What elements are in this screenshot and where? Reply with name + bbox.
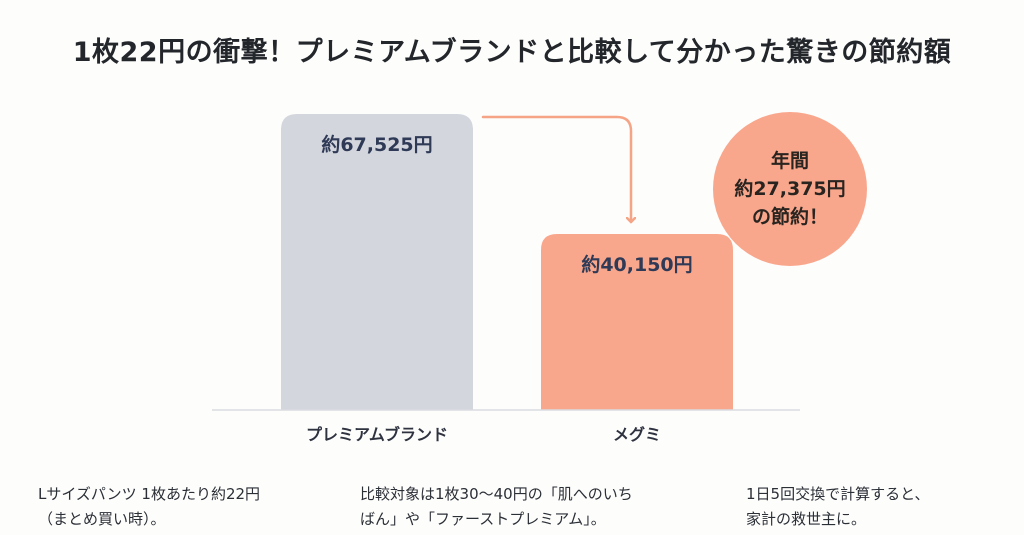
note-comparison-target: 比較対象は1枚30〜40円の「肌へのいち ばん」や「ファーストプレミアム」。 bbox=[360, 482, 720, 532]
note-line: （まとめ買い時）。 bbox=[38, 510, 166, 528]
category-label: メグミ bbox=[613, 425, 661, 444]
savings-badge-line-3: の節約！ bbox=[751, 206, 828, 228]
category-label: プレミアムブランド bbox=[306, 425, 448, 444]
page-title: 1枚22円の衝撃！プレミアムブランドと比較して分かった驚きの節約額 bbox=[72, 37, 952, 68]
note-line: 1日5回交換で計算すると、 bbox=[746, 485, 930, 503]
savings-badge: 年間 約27,375円 の節約！ bbox=[713, 112, 867, 266]
comparison-arrow bbox=[481, 115, 631, 224]
bar-value-label: 約40,150円 bbox=[581, 253, 692, 276]
note-price-per-diaper: Lサイズパンツ 1枚あたり約22円 （まとめ買い時）。 bbox=[38, 482, 338, 532]
note-line: ばん」や「ファーストプレミアム」。 bbox=[360, 510, 606, 528]
note-line: 比較対象は1枚30〜40円の「肌へのいち bbox=[360, 485, 633, 503]
bar-2 bbox=[541, 234, 733, 410]
note-line: Lサイズパンツ 1枚あたり約22円 bbox=[38, 485, 261, 503]
savings-badge-amount: 約27,375円 bbox=[734, 178, 846, 200]
note-calculation-basis: 1日5回交換で計算すると、 家計の救世主に。 bbox=[746, 482, 1006, 532]
note-line: 家計の救世主に。 bbox=[746, 510, 867, 528]
bar-1 bbox=[281, 114, 473, 410]
bar-value-label: 約67,525円 bbox=[321, 133, 432, 156]
savings-badge-line-1: 年間 bbox=[770, 150, 809, 172]
